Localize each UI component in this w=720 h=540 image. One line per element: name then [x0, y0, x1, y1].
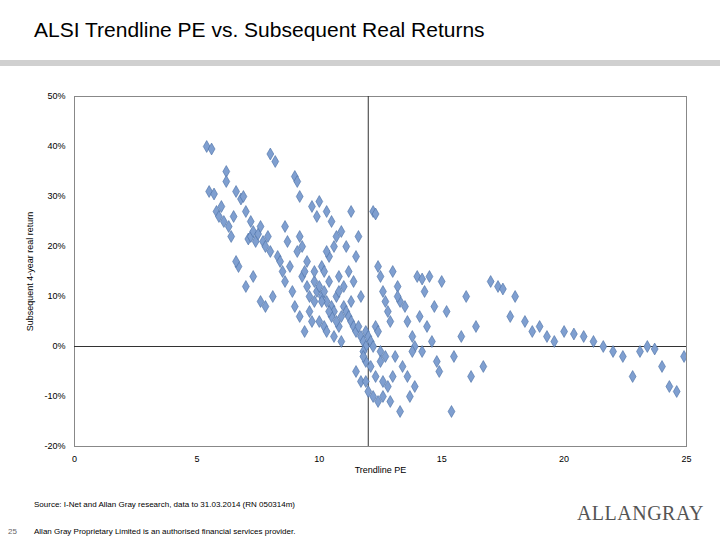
html-text:Allan Gray Proprietary Limited: Allan Gray Proprietary Limited is an aut… [34, 527, 296, 536]
svg-text:50%: 50% [47, 91, 65, 101]
svg-text:20%: 20% [47, 241, 65, 251]
html-text:ALLANGRAY: ALLANGRAY [576, 502, 704, 524]
svg-text:-20%: -20% [44, 441, 65, 451]
svg-text:Subsequent 4-year real return: Subsequent 4-year real return [25, 212, 35, 332]
html-text:ALSI Trendline PE vs. Subseque: ALSI Trendline PE vs. Subsequent Real Re… [34, 18, 485, 41]
svg-text:15: 15 [437, 454, 447, 464]
svg-text:0: 0 [72, 454, 77, 464]
svg-text:10%: 10% [47, 291, 65, 301]
svg-text:30%: 30% [47, 191, 65, 201]
svg-text:Trendline PE: Trendline PE [355, 465, 407, 475]
html-text:25: 25 [8, 527, 17, 536]
svg-text:25: 25 [681, 454, 691, 464]
svg-text:-10%: -10% [44, 391, 65, 401]
html-text:Source: I-Net and Allan Gray r: Source: I-Net and Allan Gray research, d… [34, 500, 295, 509]
svg-text:0%: 0% [52, 341, 65, 351]
svg-text:20: 20 [559, 454, 569, 464]
svg-text:10: 10 [314, 454, 324, 464]
svg-text:40%: 40% [47, 141, 65, 151]
svg-text:5: 5 [194, 454, 199, 464]
